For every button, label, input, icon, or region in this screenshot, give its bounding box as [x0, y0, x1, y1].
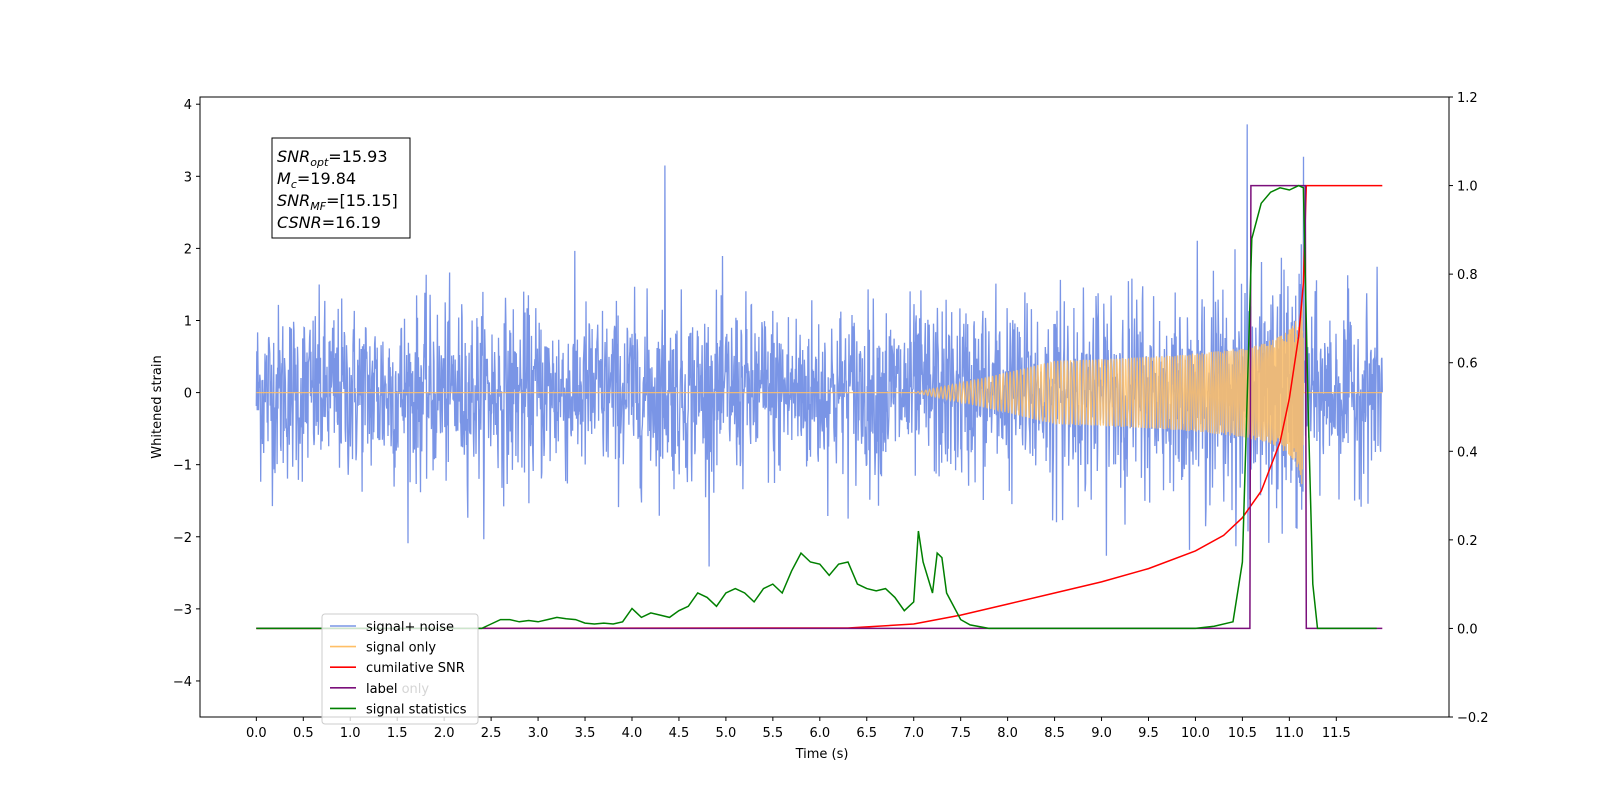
- y-axis-left: 4 3 2 1 0 −1 −2 −3 −4: [173, 98, 200, 690]
- x-tick-label: 6.5: [856, 726, 877, 741]
- y2-tick-label: 0.2: [1457, 534, 1478, 549]
- x-axis: 0.0 0.5 1.0 1.5 2.0 2.5 3.0 3.5 4.0 4.5 5.0 5.5 6.0 6…: [246, 717, 1351, 741]
- y-tick-label: 2: [184, 242, 192, 257]
- x-tick-label: 11.0: [1275, 726, 1304, 741]
- x-tick-label: 7.0: [903, 726, 924, 741]
- x-tick-label: 9.5: [1138, 726, 1159, 741]
- x-tick-label: 3.5: [575, 726, 596, 741]
- x-tick-label: 8.5: [1044, 726, 1065, 741]
- x-tick-label: 2.5: [481, 726, 502, 741]
- y2-tick-label: −0.2: [1457, 711, 1489, 726]
- y-tick-label: −3: [173, 603, 192, 618]
- x-tick-label: 8.0: [997, 726, 1018, 741]
- y-tick-label: −2: [173, 531, 192, 546]
- legend-label: signal only: [366, 641, 436, 656]
- x-tick-label: 0.5: [293, 726, 314, 741]
- x-axis-label: Time (s): [795, 747, 849, 762]
- stats-annotation-box: SNRopt=15.93Mc=19.84SNRMF=[15.15]CSNR=16…: [271, 137, 411, 239]
- signal-only-line: [256, 302, 1383, 485]
- x-tick-label: 4.5: [669, 726, 690, 741]
- legend-label: signal statistics: [366, 702, 467, 717]
- x-tick-label: 2.0: [434, 726, 455, 741]
- annotation-line: SNRopt=15.93: [277, 147, 388, 169]
- x-tick-label: 9.0: [1091, 726, 1112, 741]
- x-tick-label: 7.5: [950, 726, 971, 741]
- legend-label-ghost: label only: [366, 682, 429, 697]
- y-tick-label: 3: [184, 170, 192, 185]
- y2-tick-label: 0.6: [1457, 357, 1478, 372]
- signal-statistics-line: [256, 184, 1377, 630]
- x-tick-label: 10.0: [1181, 726, 1210, 741]
- annotation-line: Mc=19.84: [277, 169, 356, 191]
- y-axis-label: Whitened strain: [150, 355, 165, 458]
- y-tick-label: 1: [184, 314, 192, 329]
- y2-tick-label: 0.8: [1457, 268, 1478, 283]
- y2-tick-label: 1.2: [1457, 91, 1478, 106]
- legend-label: label: [366, 682, 397, 697]
- legend-label: cumilative SNR: [366, 661, 465, 676]
- y2-tick-label: 1.0: [1457, 180, 1478, 195]
- x-tick-label: 1.5: [387, 726, 408, 741]
- x-tick-label: 3.0: [528, 726, 549, 741]
- x-tick-label: 4.0: [622, 726, 643, 741]
- cumulative-snr-line: [256, 184, 1383, 630]
- x-tick-label: 5.5: [763, 726, 784, 741]
- y-tick-label: −4: [173, 675, 192, 690]
- legend-label: signal+ noise: [366, 620, 454, 635]
- y-tick-label: 4: [184, 98, 192, 113]
- x-tick-label: 5.0: [716, 726, 737, 741]
- annotation-line: SNRMF=[15.15]: [277, 191, 398, 213]
- y-tick-label: −1: [173, 459, 192, 474]
- legend: label only signal+ noise signal only cumila…: [321, 613, 479, 725]
- y2-tick-label: 0.4: [1457, 445, 1478, 460]
- x-tick-label: 1.0: [340, 726, 361, 741]
- x-tick-label: 11.5: [1322, 726, 1351, 741]
- annotation-line: CSNR=16.19: [277, 213, 381, 232]
- y2-tick-label: 0.0: [1457, 622, 1478, 637]
- y-axis-right: 1.2 1.0 0.8 0.6 0.4 0.2 0.0 −0.2: [1449, 91, 1489, 726]
- y-tick-label: 0: [184, 387, 192, 402]
- x-tick-label: 6.0: [809, 726, 830, 741]
- x-tick-label: 10.5: [1228, 726, 1257, 741]
- x-tick-label: 0.0: [246, 726, 267, 741]
